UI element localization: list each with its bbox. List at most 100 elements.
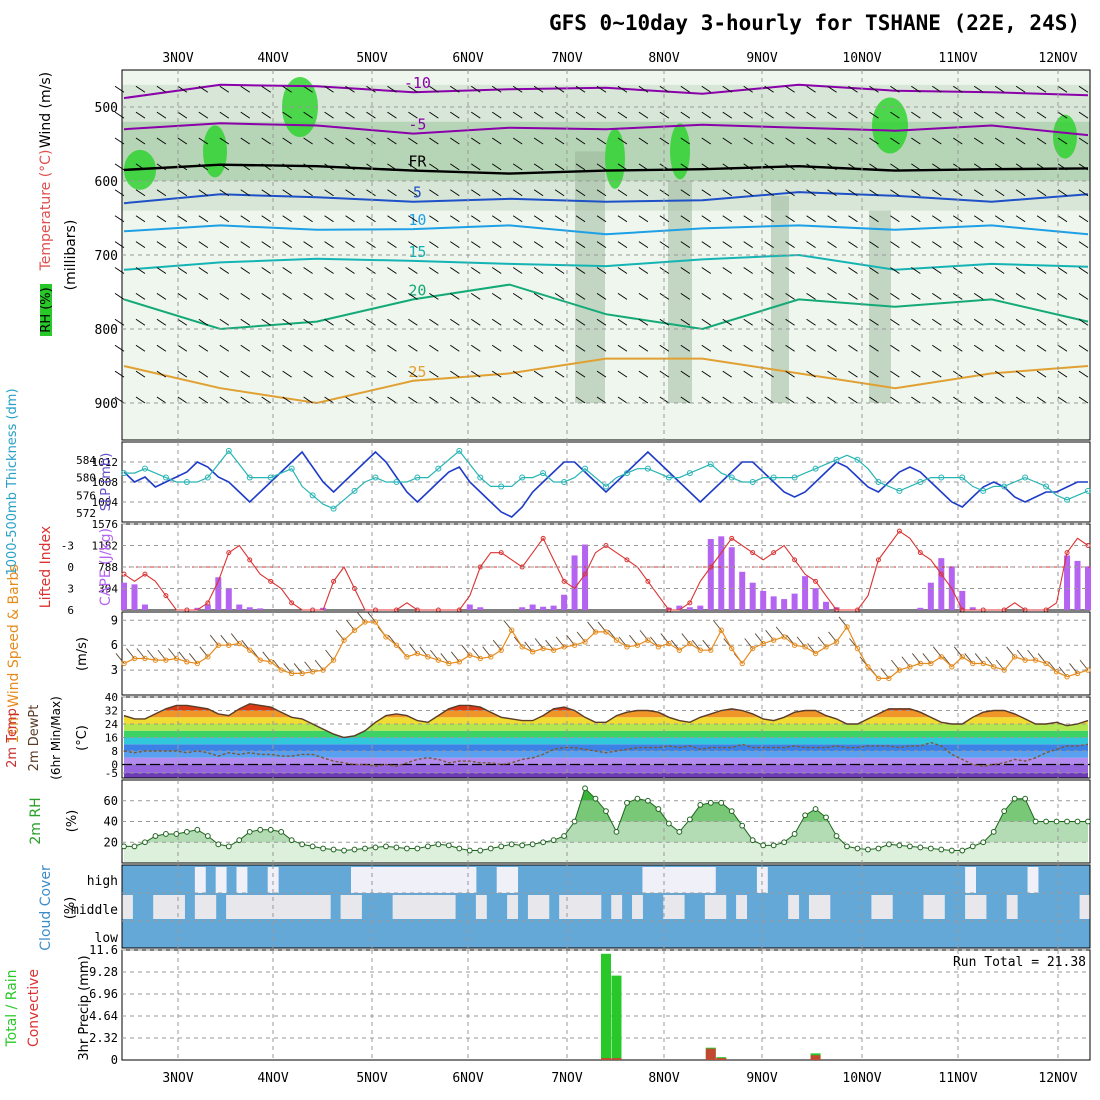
wind-barb xyxy=(471,137,481,145)
rh-point xyxy=(927,845,934,852)
wind-barb xyxy=(450,344,460,352)
wind-barb xyxy=(471,189,481,197)
wind-barb xyxy=(596,85,607,93)
wind-barb xyxy=(973,396,984,404)
wind-barb xyxy=(135,241,146,248)
wind-barb xyxy=(722,293,732,300)
temperature-band xyxy=(124,737,1088,745)
wind-barb xyxy=(533,189,544,197)
wind-barb xyxy=(219,267,230,274)
wind-barb xyxy=(890,215,900,223)
wind-barb xyxy=(617,370,628,378)
rh-point xyxy=(163,831,169,837)
middle-cloud-cell xyxy=(590,895,602,919)
cape-bar xyxy=(561,594,568,610)
rh-point xyxy=(802,812,808,819)
rh-point xyxy=(540,839,547,846)
top-day-label: 3NOV xyxy=(162,51,193,66)
middle-cloud-cell xyxy=(527,895,539,919)
wind-tick-label: 3 xyxy=(111,663,118,677)
wind-barb xyxy=(890,370,900,378)
lifted-index-point xyxy=(750,550,756,556)
wind-barb xyxy=(827,215,837,223)
wind-barb xyxy=(303,163,313,171)
rh-point xyxy=(383,843,389,850)
wind-barb xyxy=(324,344,334,352)
wind-barb xyxy=(1015,215,1026,223)
wind-barb xyxy=(932,85,942,93)
rh-high-area xyxy=(872,97,908,154)
cape-bar xyxy=(582,544,589,610)
wind-barb xyxy=(973,111,984,119)
middle-cloud-cell xyxy=(319,895,331,919)
thickness-point xyxy=(854,456,861,463)
wind-barb xyxy=(722,163,732,171)
wind-barb xyxy=(282,396,292,404)
bottom-day-label: 11NOV xyxy=(938,1071,977,1086)
rh-point xyxy=(309,843,316,850)
thickness-point xyxy=(728,474,735,481)
wind-barb xyxy=(135,370,146,378)
wind-barb xyxy=(659,215,670,223)
wind-barb xyxy=(261,318,271,326)
wind-barb xyxy=(303,137,313,145)
wind-barb xyxy=(1036,241,1047,248)
wind-barb xyxy=(198,396,209,404)
wind-barb xyxy=(806,370,816,378)
wind-barb xyxy=(261,85,271,93)
rh-point xyxy=(1064,818,1070,825)
wind-speed-point xyxy=(498,647,504,653)
wind-barb xyxy=(911,370,921,378)
wind-barb xyxy=(848,318,858,326)
wind-speed-point xyxy=(980,660,986,667)
wind-barb xyxy=(261,293,271,300)
wind-speed-point xyxy=(949,664,955,670)
wind-barb xyxy=(869,396,879,404)
thickness-point xyxy=(435,465,442,472)
wind-barb xyxy=(869,137,879,145)
rh-point xyxy=(225,843,232,850)
wind-barb xyxy=(219,163,230,171)
pressure-tick-label: 700 xyxy=(95,249,118,264)
wind-barb xyxy=(282,267,292,274)
temperature-tick-label: 24 xyxy=(105,718,119,731)
middle-cloud-cell xyxy=(1006,895,1018,919)
wind-barb xyxy=(890,85,900,93)
rh-point xyxy=(665,820,672,827)
rh-point xyxy=(257,826,264,833)
rh-point xyxy=(781,839,788,846)
high-cloud-cell xyxy=(652,867,664,893)
wind-panel-frame xyxy=(121,611,1091,696)
temperature-contour xyxy=(123,122,1089,137)
cape-bar xyxy=(540,606,547,610)
wind-barb xyxy=(156,85,167,93)
middle-cloud-cell xyxy=(673,895,685,919)
wind-barb xyxy=(408,267,418,274)
wind-barb xyxy=(1078,293,1089,300)
wind-barb xyxy=(198,293,209,300)
cape-tick-label: 788 xyxy=(98,561,118,574)
lifted-index-point xyxy=(896,528,902,534)
cape-bar xyxy=(697,605,704,610)
wind-barb xyxy=(743,189,753,197)
wind-barb xyxy=(408,344,418,352)
thickness-point xyxy=(938,474,945,481)
wind-barb xyxy=(1057,111,1068,119)
wind-barb xyxy=(282,215,292,223)
wind-barb xyxy=(429,370,439,378)
rh-point xyxy=(655,806,662,812)
top-day-label: 11NOV xyxy=(938,51,977,66)
slp-tick-label: 1008 xyxy=(92,476,119,489)
middle-cloud-cell xyxy=(434,895,446,919)
temperature-band xyxy=(124,764,1088,773)
wind-speed-point xyxy=(634,642,641,648)
cape-bar xyxy=(760,590,767,610)
lifted-index-point xyxy=(729,535,735,541)
wind-speed-point xyxy=(676,647,683,653)
temperature-contour xyxy=(123,83,1089,100)
thickness-point xyxy=(603,483,609,490)
temperature-contour-label: FR xyxy=(408,153,427,171)
dewpoint-axis-label: 2m DewPt xyxy=(27,705,42,772)
wind-barb xyxy=(1036,267,1047,274)
wind-barb xyxy=(282,189,292,197)
